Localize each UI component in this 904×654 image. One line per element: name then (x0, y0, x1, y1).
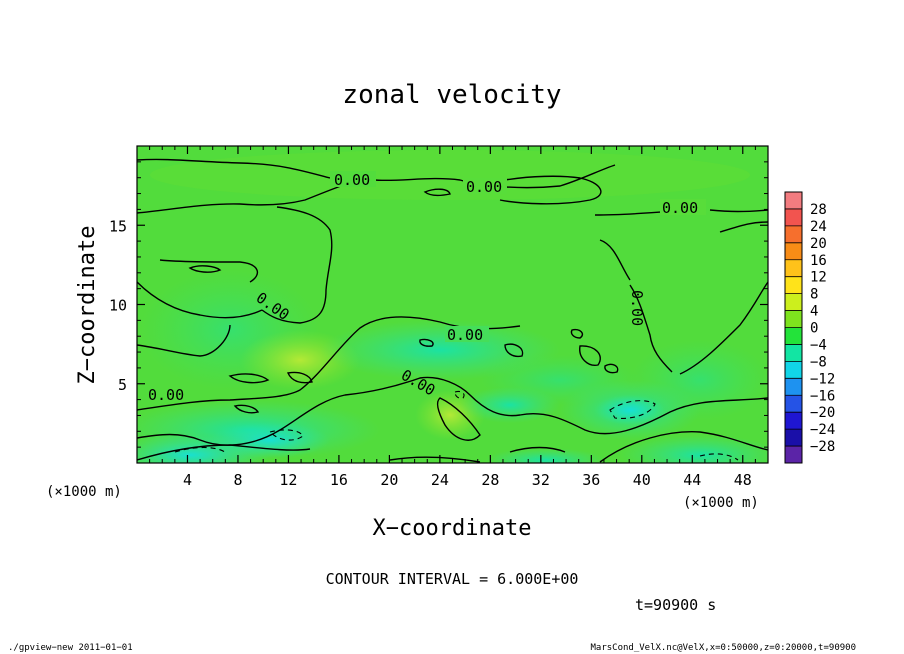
colorbar-swatch (785, 276, 802, 295)
colorbar-swatch (785, 310, 802, 328)
x-tick-label: 4 (183, 471, 192, 489)
x-axis-unit: (×1000 m) (683, 495, 759, 511)
colorbar-label: 16 (810, 253, 827, 269)
y-tick-label: 15 (109, 217, 127, 235)
x-tick-label: 40 (633, 471, 651, 489)
footer-right: MarsCond_VelX.nc@VelX,x=0:50000,z=0:2000… (590, 643, 856, 653)
colorbar-label: 12 (810, 270, 827, 286)
y-tick-label: 5 (118, 376, 127, 394)
x-tick-label: 44 (683, 471, 701, 489)
colorbar-swatch (785, 208, 802, 227)
negative-contours (174, 390, 739, 461)
x-tick-label: 8 (233, 471, 242, 489)
colorbar-swatch (785, 344, 802, 362)
x-axis-label: X−coordinate (373, 516, 532, 541)
colorbar-label: −8 (810, 354, 827, 370)
contour-label: 0.00 (662, 199, 698, 217)
x-tick-label: 20 (380, 471, 398, 489)
contour-interval-note: CONTOUR INTERVAL = 6.000E+00 (326, 570, 579, 588)
colorbar-swatch (785, 412, 802, 430)
colorbar-label: 4 (810, 304, 818, 320)
x-tick-label: 48 (734, 471, 752, 489)
y-tick-label: 10 (109, 297, 127, 315)
colorbar-label: −24 (810, 422, 835, 438)
colorbar-swatch (785, 327, 802, 345)
colorbar-swatch (785, 429, 802, 447)
colorbar-swatch (785, 259, 802, 278)
colorbar-label: −12 (810, 371, 835, 387)
colorbar-label: −16 (810, 388, 835, 404)
colorbar-swatch (785, 192, 802, 210)
heatmap-field (137, 146, 768, 463)
x-tick-label: 16 (330, 471, 348, 489)
colorbar-swatch (785, 378, 802, 396)
y-axis: 5 10 15 (109, 161, 768, 448)
colorbar-label: 28 (810, 202, 827, 218)
colorbar-label: −4 (810, 337, 827, 353)
x-axis: 4 8 12 16 20 24 28 32 36 40 44 48 (149, 146, 756, 489)
colorbar-swatch (785, 242, 802, 261)
footer-left: ./gpview−new 2011−01−01 (8, 643, 133, 653)
x-tick-label: 36 (582, 471, 600, 489)
contour-label: 0.00 (447, 326, 483, 344)
contour-label: 0.00 (148, 386, 184, 404)
chart-title: zonal velocity (342, 80, 561, 110)
colorbar-label: −28 (810, 439, 835, 455)
contour-label: 0.00 (334, 171, 370, 189)
y-axis-label: Z−coordinate (75, 226, 100, 385)
x-tick-label: 12 (279, 471, 297, 489)
x-tick-label: 32 (532, 471, 550, 489)
colorbar-swatch (785, 293, 802, 312)
colorbar-swatch (785, 395, 802, 413)
colorbar-label: −20 (810, 405, 835, 421)
x-tick-label: 24 (431, 471, 449, 489)
x-tick-label: 28 (481, 471, 499, 489)
colorbar-swatch (785, 446, 802, 464)
colorbar-label: 20 (810, 236, 827, 252)
colorbar-label: 8 (810, 287, 818, 303)
y-axis-unit: (×1000 m) (46, 484, 122, 500)
colorbar-swatch (785, 361, 802, 379)
colorbar-swatch (785, 225, 802, 244)
colorbar-label: 0 (810, 321, 818, 337)
colorbar-label: 24 (810, 219, 827, 235)
contour-label: 0.00 (466, 178, 502, 196)
contour-label: 0.00 (628, 290, 646, 326)
time-label: t=90900 s (635, 596, 716, 614)
